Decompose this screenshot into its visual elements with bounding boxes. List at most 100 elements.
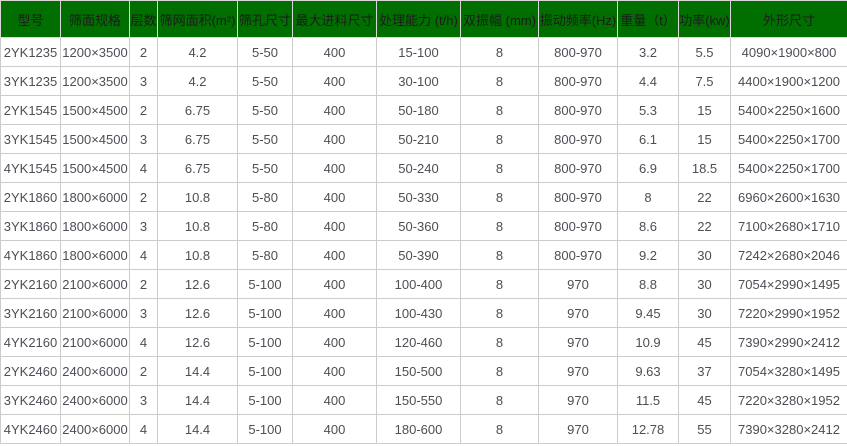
table-cell: 8: [460, 327, 539, 357]
table-row: 3YK1860 1800×6000 3 10.8 5-80 400 50-360 8 800-9…: [0, 211, 847, 241]
cell-model: 4YK2160: [0, 327, 61, 357]
table-cell: 10.8: [157, 240, 238, 270]
table-cell: 2: [129, 182, 158, 212]
table-cell: 30-100: [376, 66, 461, 96]
table-cell: 800-970: [538, 37, 618, 67]
table-cell: 14.4: [157, 414, 238, 444]
table-cell: 14.4: [157, 385, 238, 415]
table-cell: 7054×3280×1495: [730, 356, 847, 386]
table-cell: 3.2: [617, 37, 679, 67]
table-cell: 4400×1900×1200: [730, 66, 847, 96]
table-cell: 3: [129, 124, 158, 154]
cell-model: 2YK1860: [0, 182, 61, 212]
table-cell: 8: [460, 37, 539, 67]
table-cell: 6.9: [617, 153, 679, 183]
column-header: 筛网面积(m²): [157, 0, 238, 38]
table-cell: 45: [678, 327, 731, 357]
table-cell: 7220×2990×1952: [730, 298, 847, 328]
cell-model: 3YK1545: [0, 124, 61, 154]
table-cell: 30: [678, 240, 731, 270]
column-header: 最大进料尺寸: [292, 0, 377, 38]
table-cell: 400: [292, 356, 377, 386]
table-cell: 400: [292, 327, 377, 357]
table-cell: 6960×2600×1630: [730, 182, 847, 212]
table-row: 3YK2460 2400×6000 3 14.4 5-100 400 150-550 8 970…: [0, 385, 847, 415]
table-cell: 400: [292, 124, 377, 154]
table-cell: 15-100: [376, 37, 461, 67]
table-row: 4YK1545 1500×4500 4 6.75 5-50 400 50-240 8 800-9…: [0, 153, 847, 183]
table-cell: 2: [129, 95, 158, 125]
table-cell: 14.4: [157, 356, 238, 386]
table-cell: 4.2: [157, 66, 238, 96]
table-cell: 22: [678, 182, 731, 212]
table-cell: 3: [129, 298, 158, 328]
table-cell: 50-240: [376, 153, 461, 183]
table-cell: 400: [292, 95, 377, 125]
table-row: 2YK2160 2100×6000 2 12.6 5-100 400 100-400 8 970…: [0, 269, 847, 299]
table-cell: 5-50: [237, 66, 293, 96]
table-cell: 8: [460, 414, 539, 444]
table-cell: 2100×6000: [60, 269, 130, 299]
table-row: 3YK2160 2100×6000 3 12.6 5-100 400 100-430 8 970…: [0, 298, 847, 328]
table-cell: 50-210: [376, 124, 461, 154]
table-cell: 2100×6000: [60, 327, 130, 357]
table-cell: 30: [678, 298, 731, 328]
table-cell: 2: [129, 269, 158, 299]
column-header: 处理能力 (t/h): [376, 0, 461, 38]
table-cell: 8: [460, 95, 539, 125]
table-cell: 5.3: [617, 95, 679, 125]
table-header: 型号 筛面规格 层数 筛网面积(m²) 筛孔尺寸 最大进料尺寸 处理能力 (t/h) 双振幅 …: [0, 0, 847, 38]
table-cell: 6.1: [617, 124, 679, 154]
table-cell: 400: [292, 269, 377, 299]
table-cell: 12.6: [157, 327, 238, 357]
table-cell: 7054×2990×1495: [730, 269, 847, 299]
table-cell: 7242×2680×2046: [730, 240, 847, 270]
table-cell: 50-330: [376, 182, 461, 212]
table-cell: 100-400: [376, 269, 461, 299]
table-cell: 1800×6000: [60, 240, 130, 270]
table-cell: 4090×1900×800: [730, 37, 847, 67]
table-cell: 15: [678, 95, 731, 125]
cell-model: 3YK2160: [0, 298, 61, 328]
cell-model: 4YK1545: [0, 153, 61, 183]
table-cell: 45: [678, 385, 731, 415]
table-row: 3YK1545 1500×4500 3 6.75 5-50 400 50-210 8 800-9…: [0, 124, 847, 154]
table-cell: 400: [292, 240, 377, 270]
table-cell: 4: [129, 153, 158, 183]
table-cell: 5-80: [237, 240, 293, 270]
table-cell: 7390×3280×2412: [730, 414, 847, 444]
cell-model: 2YK2160: [0, 269, 61, 299]
table-cell: 12.78: [617, 414, 679, 444]
table-row: 2YK1545 1500×4500 2 6.75 5-50 400 50-180 8 800-9…: [0, 95, 847, 125]
table-cell: 800-970: [538, 240, 618, 270]
table-row: 4YK1860 1800×6000 4 10.8 5-80 400 50-390 8 800-9…: [0, 240, 847, 270]
table-cell: 5-80: [237, 182, 293, 212]
table-cell: 800-970: [538, 182, 618, 212]
column-header: 型号: [0, 0, 61, 38]
cell-model: 3YK1235: [0, 66, 61, 96]
table-cell: 1500×4500: [60, 95, 130, 125]
table-cell: 400: [292, 414, 377, 444]
table-cell: 4.2: [157, 37, 238, 67]
table-cell: 8: [460, 298, 539, 328]
table-cell: 6.75: [157, 153, 238, 183]
table-cell: 9.45: [617, 298, 679, 328]
table-cell: 970: [538, 327, 618, 357]
table-cell: 50-390: [376, 240, 461, 270]
table-cell: 970: [538, 356, 618, 386]
table-cell: 400: [292, 211, 377, 241]
table-cell: 55: [678, 414, 731, 444]
table-cell: 30: [678, 269, 731, 299]
table-cell: 100-430: [376, 298, 461, 328]
table-cell: 5400×2250×1700: [730, 153, 847, 183]
table-cell: 3: [129, 211, 158, 241]
table-cell: 18.5: [678, 153, 731, 183]
table-cell: 12.6: [157, 298, 238, 328]
table-cell: 1500×4500: [60, 153, 130, 183]
table-cell: 5-50: [237, 153, 293, 183]
table-cell: 10.9: [617, 327, 679, 357]
column-header: 振动频率(Hz): [538, 0, 618, 38]
table-cell: 800-970: [538, 153, 618, 183]
cell-model: 2YK1545: [0, 95, 61, 125]
